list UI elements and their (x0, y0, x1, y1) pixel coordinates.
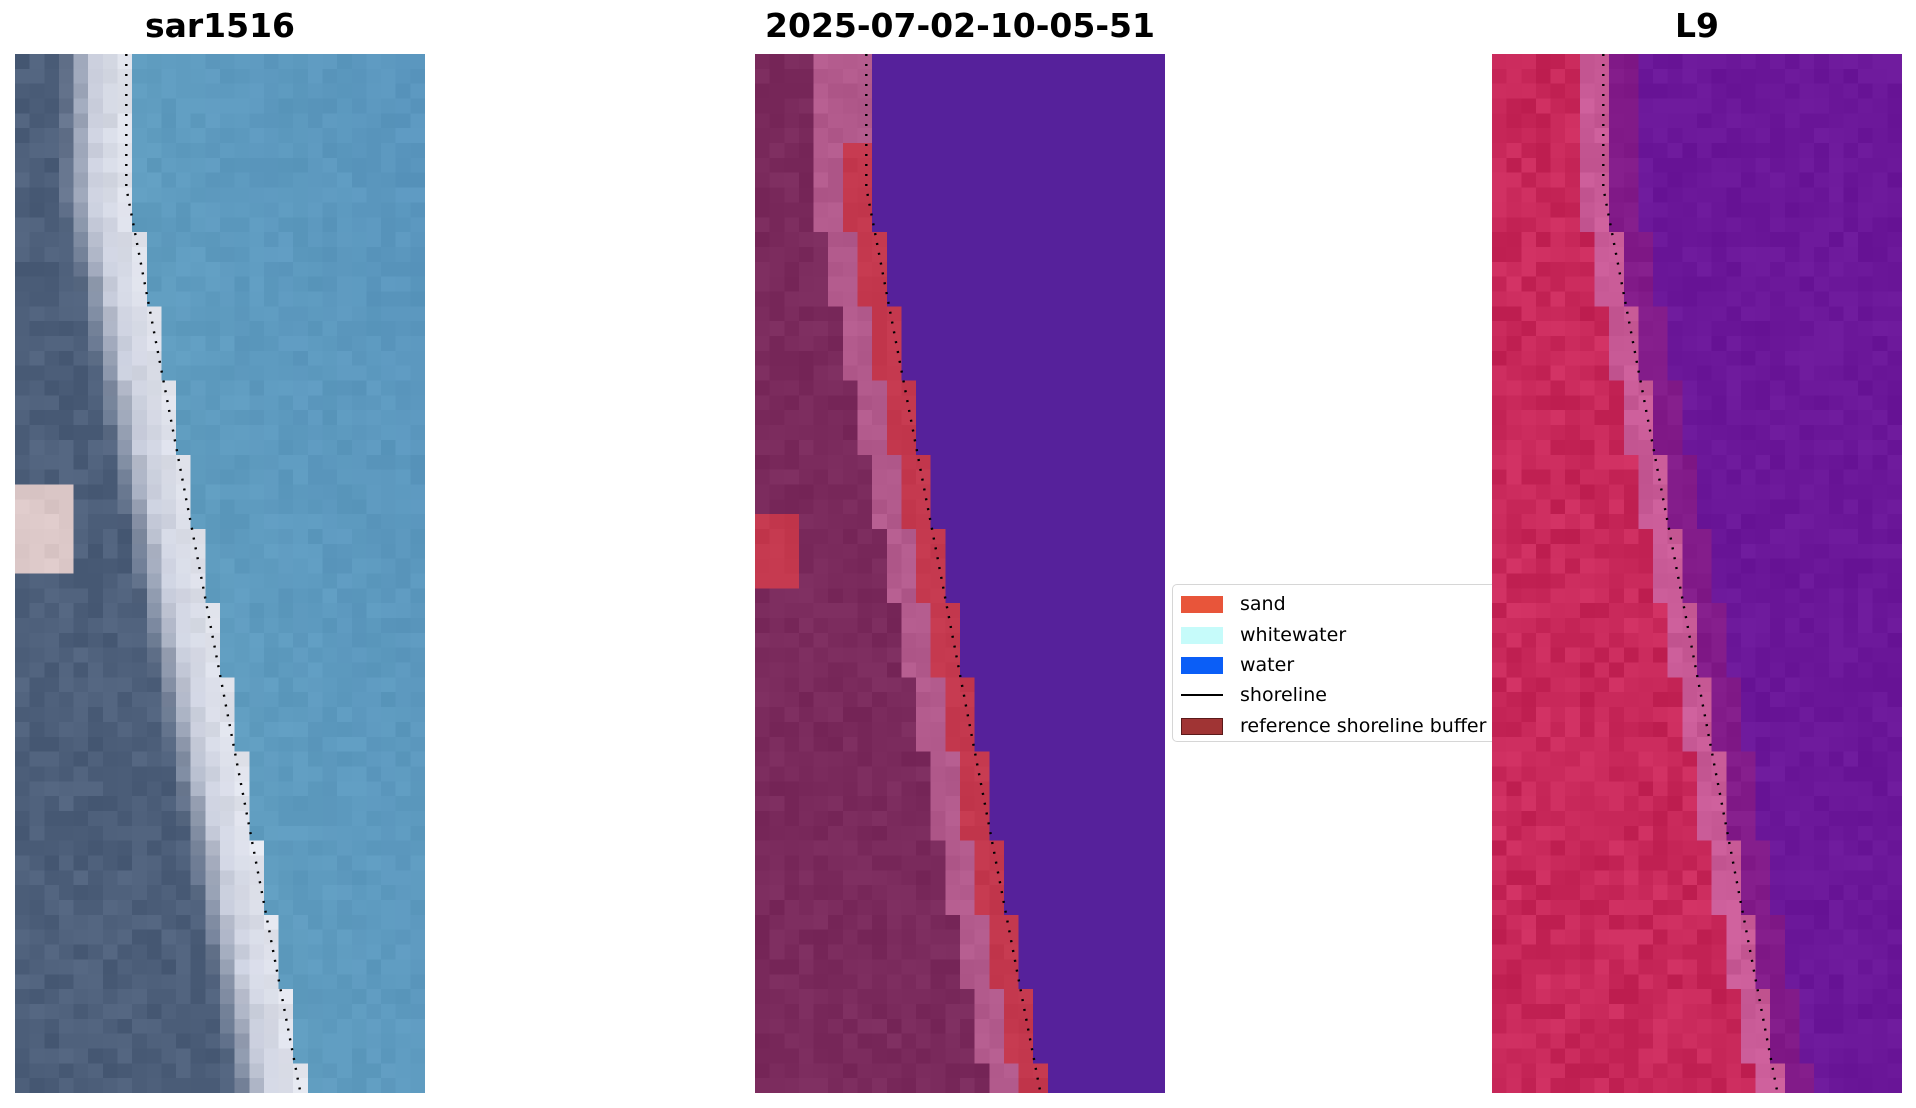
whitewater-swatch-icon (1181, 626, 1223, 644)
rgb-image-panel (15, 54, 425, 1093)
legend-item-water: water (1181, 653, 1294, 677)
reference-buffer-swatch-icon (1181, 717, 1223, 735)
panel-title-rgb: sar1516 (144, 6, 296, 45)
legend-item-sand: sand (1181, 592, 1286, 616)
index-image-panel (1492, 54, 1902, 1093)
legend-item-shoreline: shoreline (1181, 683, 1327, 707)
legend-label-sand: sand (1240, 593, 1286, 615)
legend: sand whitewater water shoreline referenc… (1172, 584, 1532, 742)
shoreline-line-icon (1181, 693, 1223, 697)
legend-label-reference-buffer: reference shoreline buffer (1240, 715, 1487, 737)
legend-item-reference-buffer: reference shoreline buffer (1181, 714, 1486, 738)
water-swatch-icon (1181, 656, 1223, 674)
panel-title-classification: 2025-07-02-10-05-51 (765, 6, 1155, 45)
panel-title-index: L9 (1675, 6, 1719, 45)
legend-item-whitewater: whitewater (1181, 623, 1346, 647)
legend-label-shoreline: shoreline (1240, 684, 1327, 706)
sand-swatch-icon (1181, 595, 1223, 613)
legend-label-water: water (1240, 654, 1295, 676)
classification-image-panel (755, 54, 1165, 1093)
legend-label-whitewater: whitewater (1240, 624, 1347, 646)
